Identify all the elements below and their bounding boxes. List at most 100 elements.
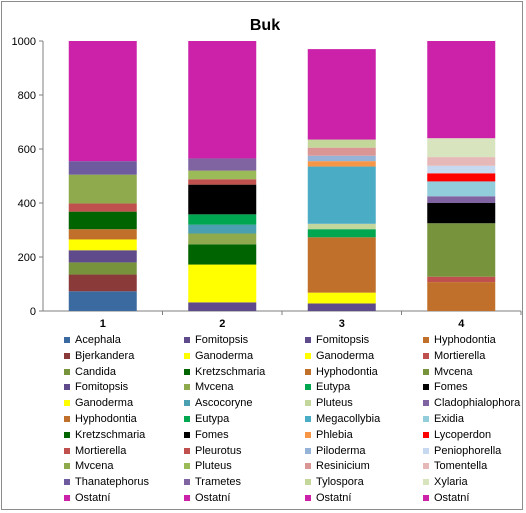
y-tick-label: 0 <box>30 306 36 318</box>
legend-swatch <box>64 400 70 407</box>
legend-swatch <box>305 368 311 375</box>
legend-label: Hyphodontia <box>434 334 496 346</box>
bar-segment-ostatní <box>68 41 137 162</box>
bar-segment-hyphodontia <box>427 282 496 311</box>
legend-swatch <box>305 352 311 359</box>
legend-label: Lycoperdon <box>434 428 492 441</box>
legend-swatch <box>64 384 70 391</box>
bar-segment-pluteus <box>307 223 376 230</box>
legend-label: Megacollybia <box>316 413 381 425</box>
legend-label: Mvcena <box>434 365 473 378</box>
legend-label: Pluteus <box>316 397 353 410</box>
legend-swatch <box>305 495 311 501</box>
bar-segment-fomitopsis <box>188 302 257 311</box>
bar-segment-mortierella <box>68 203 137 212</box>
legend-label: Acephala <box>75 334 121 346</box>
y-tick-label: 600 <box>18 144 36 156</box>
stacked-bars <box>68 41 496 311</box>
legend-label: Hyphodontia <box>316 365 378 378</box>
bar-segment-mvcena <box>427 223 496 277</box>
bar-segment-mvcena <box>188 233 257 245</box>
legend-swatch <box>305 463 311 470</box>
legend-swatch <box>64 447 70 454</box>
legend-label: Tylospora <box>316 476 364 489</box>
legend-swatch <box>64 495 70 501</box>
legend-swatch <box>423 352 429 359</box>
legend-swatch <box>423 368 429 375</box>
axes: 0 200 400 600 800 1000 1 2 3 4 <box>12 36 522 330</box>
legend-label: Ascocoryne <box>195 397 253 410</box>
legend-label: Mortierella <box>434 349 486 362</box>
bar-segment-ganoderma <box>307 292 376 304</box>
legend-swatch <box>184 416 190 422</box>
legend-swatch <box>64 337 70 343</box>
legend-label: Ganoderma <box>75 397 134 410</box>
legend-swatch <box>184 479 190 486</box>
legend-swatch <box>423 447 429 454</box>
x-tick-label: 4 <box>458 318 465 330</box>
bar-segment-fomes <box>188 184 257 215</box>
y-tick-label: 400 <box>18 198 36 210</box>
legend-label: Trametes <box>195 476 242 489</box>
legend-label: Fomitopsis <box>316 334 370 346</box>
legend-swatch <box>64 431 70 438</box>
legend-label: Cladophialophora <box>434 397 521 410</box>
legend-swatch <box>184 352 190 359</box>
bar-segment-lycoperdon <box>427 173 496 182</box>
legend-label: Pluteus <box>195 460 232 473</box>
legend-swatch <box>305 479 311 486</box>
legend-swatch <box>305 337 311 343</box>
legend-label: Hyphodontia <box>75 413 137 425</box>
legend-label: Fomitopsis <box>195 334 249 346</box>
bar-segment-fomitopsis <box>307 303 376 311</box>
bar-segment-phlebia <box>307 161 376 167</box>
bar-segment-candida <box>68 262 137 275</box>
legend-swatch <box>64 479 70 486</box>
bar-segment-mortierella <box>427 276 496 283</box>
bar-segment-exidia <box>427 181 496 197</box>
legend-swatch <box>305 400 311 407</box>
bar-segment-ganoderma <box>188 264 257 303</box>
legend-label: Piloderma <box>316 444 366 457</box>
legend-swatch <box>184 431 190 438</box>
bar-segment-mvcena <box>68 174 137 204</box>
legend-label: Phlebia <box>316 428 353 441</box>
legend-swatch <box>184 368 190 375</box>
bar-segment-ascocoryne <box>188 224 257 234</box>
bar-segment-ganoderma <box>68 239 137 251</box>
bar-segment-tomentella <box>427 157 496 166</box>
legend-swatch <box>423 416 429 422</box>
bar-segment-bjerkandera <box>68 274 137 292</box>
bar-segment-tylospora <box>307 139 376 148</box>
x-tick-label: 1 <box>100 318 106 330</box>
legend-label: Peniophorella <box>434 444 502 457</box>
bar-segment-pluteus <box>188 170 257 180</box>
legend-swatch <box>184 337 190 343</box>
bar-segment-pleurotus <box>188 179 257 185</box>
legend-label: Candida <box>75 365 116 378</box>
chart-title: Buk <box>250 17 280 34</box>
legend-swatch <box>423 479 429 486</box>
legend-swatch <box>305 384 311 391</box>
bar-segment-peniophorella <box>427 165 496 174</box>
legend-swatch <box>184 495 190 501</box>
legend-swatch <box>423 337 429 343</box>
y-tick-label: 1000 <box>12 36 36 48</box>
legend-label: Fomitopsis <box>75 381 129 394</box>
legend-label: Fomes <box>195 428 229 441</box>
legend-swatch <box>305 431 311 438</box>
legend-label: Ostatní <box>316 492 352 504</box>
x-tick-label: 2 <box>219 318 225 330</box>
bar-segment-piloderma <box>307 155 376 162</box>
legend-swatch <box>423 463 429 470</box>
bar-segment-fomes <box>427 203 496 224</box>
legend-label: Mvcena <box>75 460 114 473</box>
legend-swatch <box>184 447 190 454</box>
legend-swatch <box>423 400 429 407</box>
legend-swatch <box>64 368 70 375</box>
legend-label: Ganoderma <box>316 349 375 362</box>
bar-segment-ostatní <box>188 41 257 159</box>
legend-swatch <box>423 384 429 391</box>
bar-segment-ostatní <box>307 49 376 140</box>
